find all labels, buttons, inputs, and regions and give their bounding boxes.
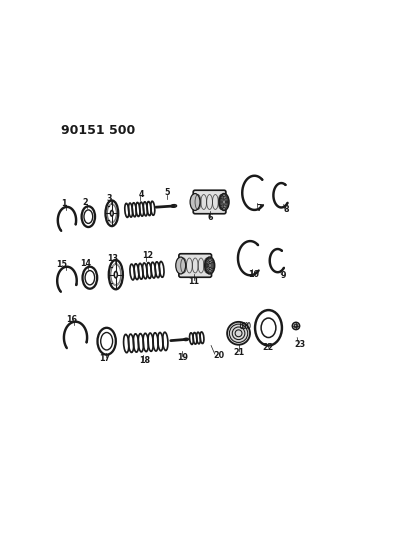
Ellipse shape (171, 205, 177, 207)
Text: 20: 20 (214, 351, 225, 360)
Text: 11: 11 (188, 277, 199, 286)
Text: 9: 9 (281, 271, 286, 280)
Text: 19: 19 (177, 353, 188, 362)
Text: 14: 14 (80, 259, 91, 268)
Text: 90151 500: 90151 500 (61, 124, 136, 137)
Text: 22: 22 (263, 343, 274, 352)
Ellipse shape (190, 193, 200, 211)
Circle shape (294, 324, 298, 328)
Ellipse shape (205, 257, 215, 274)
Text: 4: 4 (139, 190, 144, 199)
Text: 18: 18 (139, 356, 150, 365)
Text: 13: 13 (107, 254, 118, 263)
Circle shape (292, 322, 299, 329)
Text: 3: 3 (106, 193, 112, 203)
Ellipse shape (227, 322, 250, 345)
Ellipse shape (176, 257, 186, 274)
Text: 1: 1 (61, 199, 67, 208)
Ellipse shape (219, 193, 229, 211)
Text: 23: 23 (294, 341, 305, 350)
Text: 8: 8 (284, 205, 290, 214)
Text: 7: 7 (256, 204, 262, 213)
FancyBboxPatch shape (193, 190, 226, 214)
Text: 17: 17 (99, 354, 110, 363)
FancyBboxPatch shape (179, 254, 212, 277)
Text: 2: 2 (82, 198, 88, 207)
Text: 15: 15 (57, 260, 68, 269)
Text: 6: 6 (207, 213, 213, 222)
Text: 21: 21 (233, 348, 244, 357)
Text: 5: 5 (164, 188, 170, 197)
Ellipse shape (184, 338, 188, 341)
Text: 16: 16 (66, 315, 77, 324)
Text: 10: 10 (248, 270, 259, 279)
Text: 12: 12 (142, 251, 153, 260)
